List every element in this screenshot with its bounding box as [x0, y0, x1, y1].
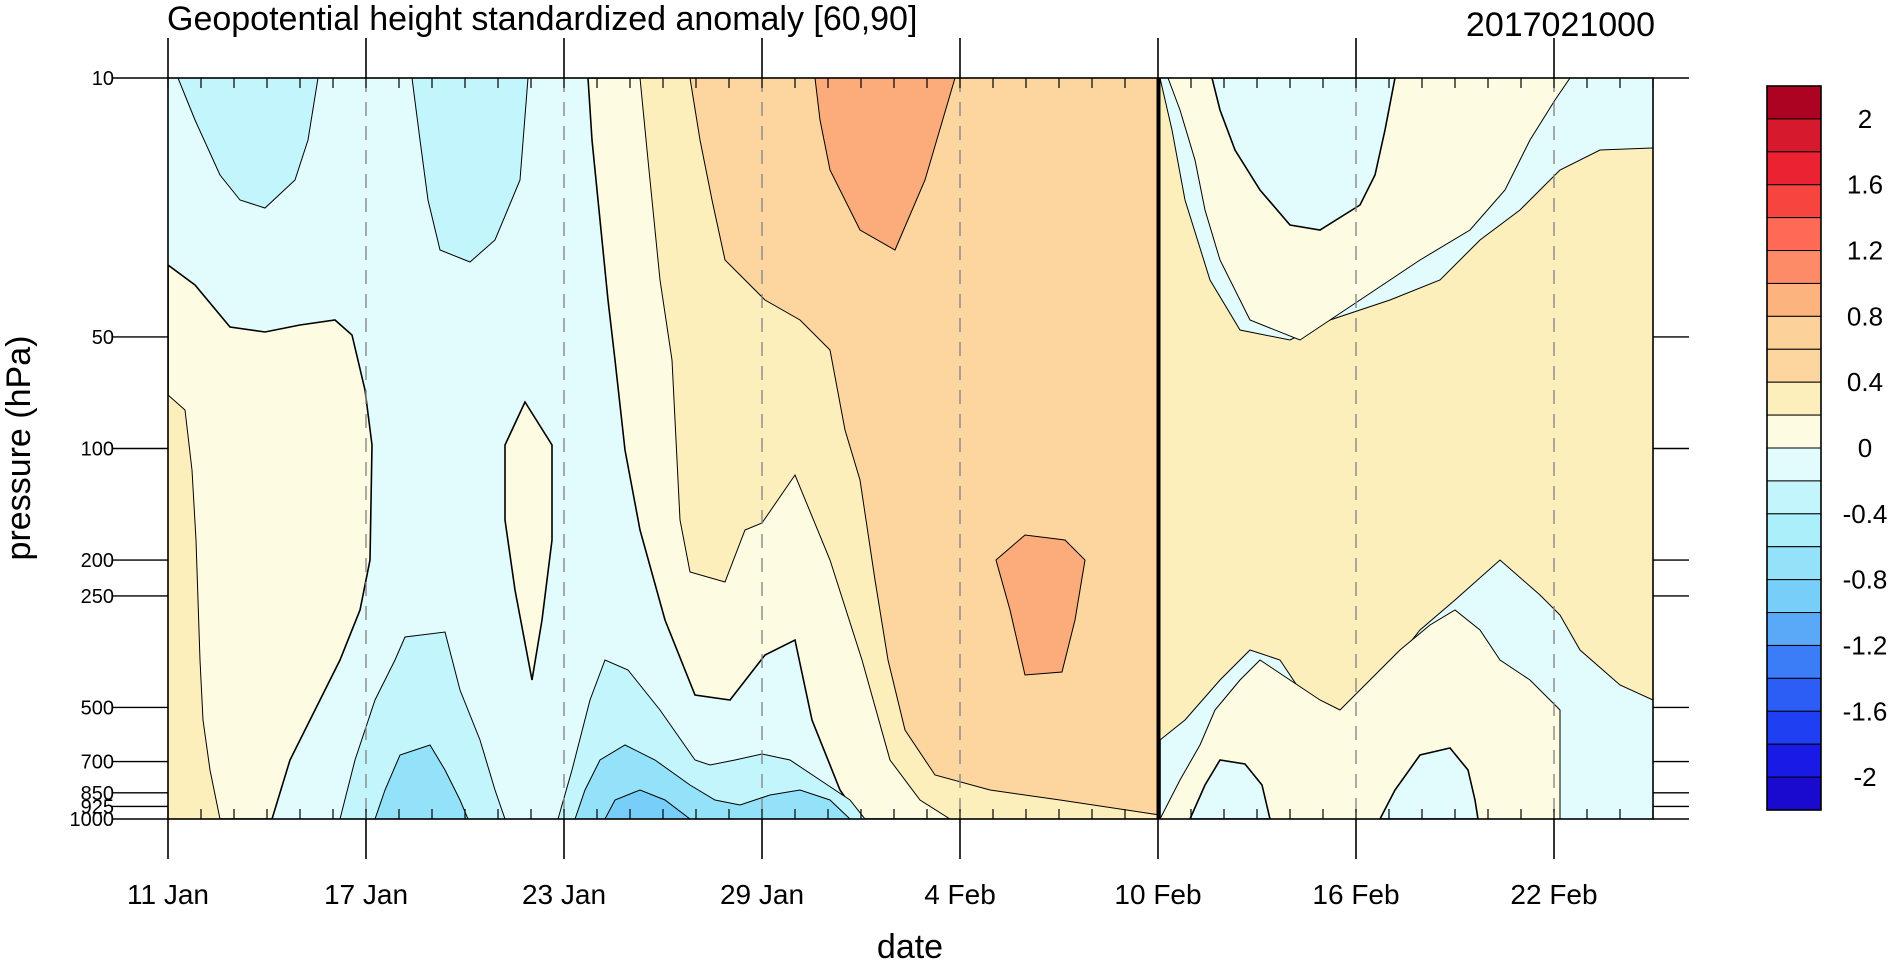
y-tick-label: 50	[92, 327, 114, 349]
colorbar-swatch	[1766, 315, 1822, 350]
colorbar-swatch	[1766, 118, 1822, 153]
colorbar-swatch	[1766, 644, 1822, 679]
y-tick-label: 925	[81, 796, 114, 818]
x-tick-label: 11 Jan	[127, 879, 209, 910]
y-tick-label: 100	[81, 439, 114, 461]
contour-neg-02-top-mid	[411, 78, 529, 263]
x-tick-label: 23 Jan	[522, 879, 606, 910]
colorbar-swatch	[1766, 776, 1822, 811]
x-tick-label: 10 Feb	[1114, 879, 1201, 910]
colorbar-label: 0.4	[1847, 367, 1883, 397]
colorbar-label: -1.2	[1843, 630, 1888, 660]
y-tick-label: 10	[92, 68, 114, 90]
colorbar-swatch	[1766, 217, 1822, 252]
contour-pos-02-right	[1159, 78, 1653, 742]
x-tick-label: 29 Jan	[720, 879, 804, 910]
y-tick-label: 200	[81, 550, 114, 572]
x-tick-label: 22 Feb	[1510, 879, 1597, 910]
contour-pos-0-left	[168, 264, 373, 819]
colorbar-swatch	[1766, 612, 1822, 646]
x-axis-label: date	[877, 928, 943, 963]
colorbar-swatch	[1766, 85, 1822, 120]
colorbar-label: -2	[1853, 762, 1876, 792]
colorbar-swatch	[1766, 151, 1822, 186]
colorbar-label: 0.8	[1847, 301, 1883, 331]
colorbar-label: -1.6	[1843, 696, 1888, 726]
colorbar-frame	[1766, 85, 1822, 811]
x-tick-label: 17 Jan	[324, 879, 408, 910]
x-axis: 11 Jan 17 Jan 23 Jan 29 Jan 4 Feb 10 Feb 16 Fe…	[127, 38, 1654, 910]
x-gridlines	[365, 78, 1555, 819]
y-tick-label: 1000	[70, 809, 115, 831]
contour-pos-02-left	[168, 394, 221, 819]
colorbar: 2 1.6 1.2 0.8 0.4 0 -0.4 -0.8 -1.2 -1.6 -2	[1766, 85, 1888, 811]
contour-neg-02-top-right	[1211, 78, 1396, 231]
colorbar-label: 1.6	[1847, 170, 1883, 200]
contour-pos-08-upper	[814, 78, 956, 251]
colorbar-swatch	[1766, 480, 1822, 515]
contour-neg-0-bottom-right-b	[1379, 747, 1479, 819]
colorbar-swatch	[1766, 513, 1822, 548]
contour-neg-04-bottom-left	[374, 744, 469, 819]
colorbar-swatch	[1766, 447, 1822, 482]
y-axis-label: pressure (hPa)	[0, 336, 38, 561]
colorbar-swatch	[1766, 579, 1822, 614]
colorbar-swatch	[1766, 282, 1822, 317]
colorbar-swatch	[1766, 184, 1822, 219]
y-tick-label: 850	[81, 783, 114, 805]
y-tick-label: 700	[81, 752, 114, 774]
y-tick-label: 500	[81, 697, 114, 719]
contour-neg-0-bottom-right-a	[1189, 759, 1271, 819]
colorbar-label: 1.2	[1847, 236, 1883, 266]
colorbar-swatch	[1766, 710, 1822, 745]
colorbar-swatch	[1766, 381, 1822, 416]
contour-pos-08-lower	[995, 534, 1086, 676]
colorbar-swatch	[1766, 677, 1822, 712]
contour-pos-0-lens	[504, 400, 553, 681]
chart-right-title: 2017021000	[1466, 6, 1655, 44]
colorbar-swatch	[1766, 348, 1822, 383]
chart-title: Geopotential height standardized anomaly…	[167, 0, 917, 38]
colorbar-swatch	[1766, 743, 1822, 778]
y-tick-label: 250	[81, 586, 114, 608]
contour-neg-06-bottom-mid	[604, 789, 691, 819]
plot-area	[168, 78, 1653, 819]
colorbar-swatch	[1766, 250, 1822, 284]
contour-neg-02-top-left	[177, 78, 319, 209]
colorbar-swatch	[1766, 546, 1822, 581]
colorbar-label: -0.4	[1843, 499, 1888, 529]
colorbar-label: 0	[1858, 433, 1872, 463]
x-tick-label: 16 Feb	[1312, 879, 1399, 910]
colorbar-swatch	[1766, 414, 1822, 449]
x-tick-label: 4 Feb	[924, 879, 996, 910]
colorbar-label: -0.8	[1843, 565, 1888, 595]
colorbar-label: 2	[1858, 104, 1872, 134]
contour-neg-02-bottom-left	[339, 631, 506, 819]
